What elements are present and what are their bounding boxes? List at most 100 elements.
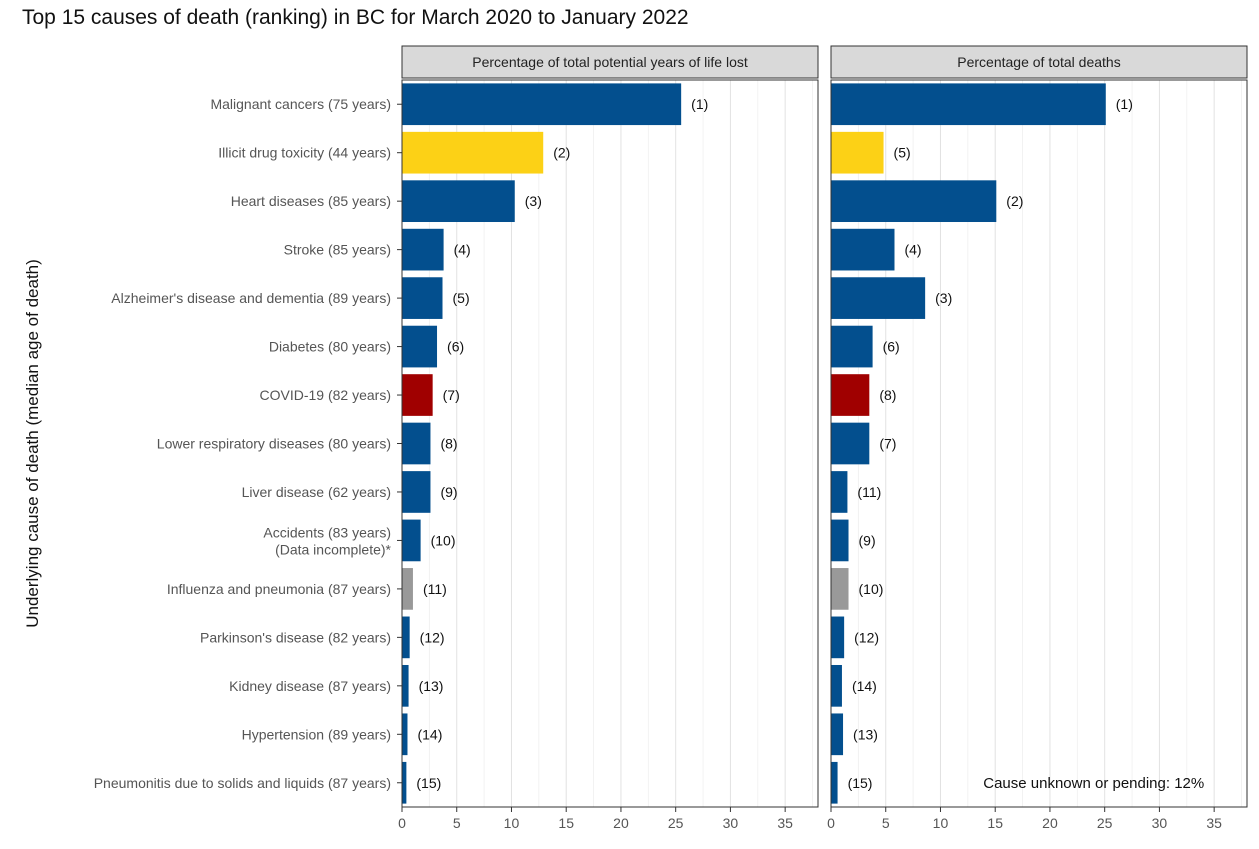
rank-label: (15) xyxy=(416,775,441,791)
x-tick-label: 10 xyxy=(933,815,949,831)
x-tick-label: 0 xyxy=(827,815,835,831)
rank-label: (3) xyxy=(935,290,952,306)
x-tick-label: 35 xyxy=(777,815,793,831)
panel-border-2 xyxy=(830,79,1248,808)
category-label: Pneumonitis due to solids and liquids (8… xyxy=(94,775,391,791)
rank-label: (4) xyxy=(904,242,921,258)
rank-label: (7) xyxy=(443,387,460,403)
category-label-note: (Data incomplete)* xyxy=(275,541,391,557)
bar xyxy=(402,616,410,659)
bar xyxy=(831,568,849,610)
x-tick-label: 15 xyxy=(987,815,1003,831)
bar xyxy=(402,180,515,223)
rank-label: (4) xyxy=(454,242,471,258)
bar xyxy=(402,664,409,707)
bar xyxy=(402,422,431,465)
rank-label: (10) xyxy=(859,581,884,597)
category-label: Diabetes (80 years) xyxy=(269,339,391,355)
x-tick-label: 5 xyxy=(453,815,461,831)
rank-label: (6) xyxy=(883,339,900,355)
rank-label: (14) xyxy=(417,726,442,742)
category-label: Illicit drug toxicity (44 years) xyxy=(218,145,391,161)
bar xyxy=(402,519,421,562)
x-tick-label: 5 xyxy=(882,815,890,831)
category-label: Malignant cancers (75 years) xyxy=(210,96,391,112)
rank-label: (8) xyxy=(440,436,457,452)
rank-label: (1) xyxy=(1116,96,1133,112)
category-label: Heart diseases (85 years) xyxy=(231,193,391,209)
x-tick-label: 20 xyxy=(1042,815,1058,831)
bar xyxy=(402,131,544,174)
bar xyxy=(402,228,444,271)
x-tick-label: 30 xyxy=(723,815,739,831)
bar xyxy=(402,83,682,126)
rank-label: (9) xyxy=(859,532,876,548)
rank-label: (12) xyxy=(420,629,445,645)
rank-label: (2) xyxy=(553,145,570,161)
rank-label: (1) xyxy=(691,96,708,112)
category-label: Liver disease (62 years) xyxy=(242,484,391,500)
panel-note: Cause unknown or pending: 12% xyxy=(983,775,1204,792)
bar xyxy=(831,422,870,465)
bar xyxy=(402,374,433,416)
x-tick-label: 0 xyxy=(398,815,406,831)
category-label: Hypertension (89 years) xyxy=(242,726,391,742)
bar xyxy=(831,713,844,756)
bar xyxy=(831,228,895,271)
rank-label: (11) xyxy=(423,581,447,597)
bar xyxy=(831,761,838,804)
chart-title: Top 15 causes of death (ranking) in BC f… xyxy=(22,6,689,29)
x-tick-label: 30 xyxy=(1152,815,1168,831)
x-tick-label: 25 xyxy=(1097,815,1113,831)
bar xyxy=(402,568,413,610)
bar xyxy=(831,180,997,223)
bar xyxy=(831,325,873,368)
rank-label: (14) xyxy=(852,678,877,694)
bar xyxy=(402,277,443,319)
rank-label: (2) xyxy=(1006,193,1023,209)
rank-label: (10) xyxy=(431,532,456,548)
panel-strip-label-2: Percentage of total deaths xyxy=(957,54,1120,70)
rank-label: (13) xyxy=(419,678,444,694)
rank-label: (5) xyxy=(894,145,911,161)
category-label: COVID-19 (82 years) xyxy=(260,387,391,403)
category-label: Influenza and pneumonia (87 years) xyxy=(167,581,391,597)
rank-label: (5) xyxy=(453,290,470,306)
x-tick-label: 10 xyxy=(504,815,520,831)
rank-label: (8) xyxy=(879,387,896,403)
rank-label: (7) xyxy=(879,436,896,452)
category-label: Alzheimer's disease and dementia (89 yea… xyxy=(111,290,391,306)
bar xyxy=(831,83,1106,126)
rank-label: (3) xyxy=(525,193,542,209)
category-label: Accidents (83 years) xyxy=(263,524,391,540)
rank-label: (9) xyxy=(440,484,457,500)
bar xyxy=(402,713,408,756)
y-axis-label: Underlying cause of death (median age of… xyxy=(23,259,42,628)
rank-label: (15) xyxy=(848,775,873,791)
bar xyxy=(831,277,926,319)
category-label: Stroke (85 years) xyxy=(284,242,391,258)
bar xyxy=(831,519,849,562)
rank-label: (11) xyxy=(857,484,881,500)
rank-label: (6) xyxy=(447,339,464,355)
category-label: Lower respiratory diseases (80 years) xyxy=(157,436,391,452)
bar xyxy=(831,374,870,416)
bar xyxy=(831,131,884,174)
bar xyxy=(831,664,842,707)
bar xyxy=(402,761,407,804)
bar xyxy=(831,471,848,513)
x-tick-label: 15 xyxy=(558,815,574,831)
rank-label: (13) xyxy=(853,726,878,742)
bar xyxy=(402,471,431,513)
x-tick-label: 35 xyxy=(1206,815,1222,831)
bar xyxy=(831,616,845,659)
x-tick-label: 25 xyxy=(668,815,684,831)
bar xyxy=(402,325,438,368)
panel-strip-label-1: Percentage of total potential years of l… xyxy=(472,54,748,70)
panel-strip-2 xyxy=(830,45,1248,79)
category-label: Parkinson's disease (82 years) xyxy=(200,629,391,645)
x-tick-label: 20 xyxy=(613,815,629,831)
rank-label: (12) xyxy=(854,629,879,645)
